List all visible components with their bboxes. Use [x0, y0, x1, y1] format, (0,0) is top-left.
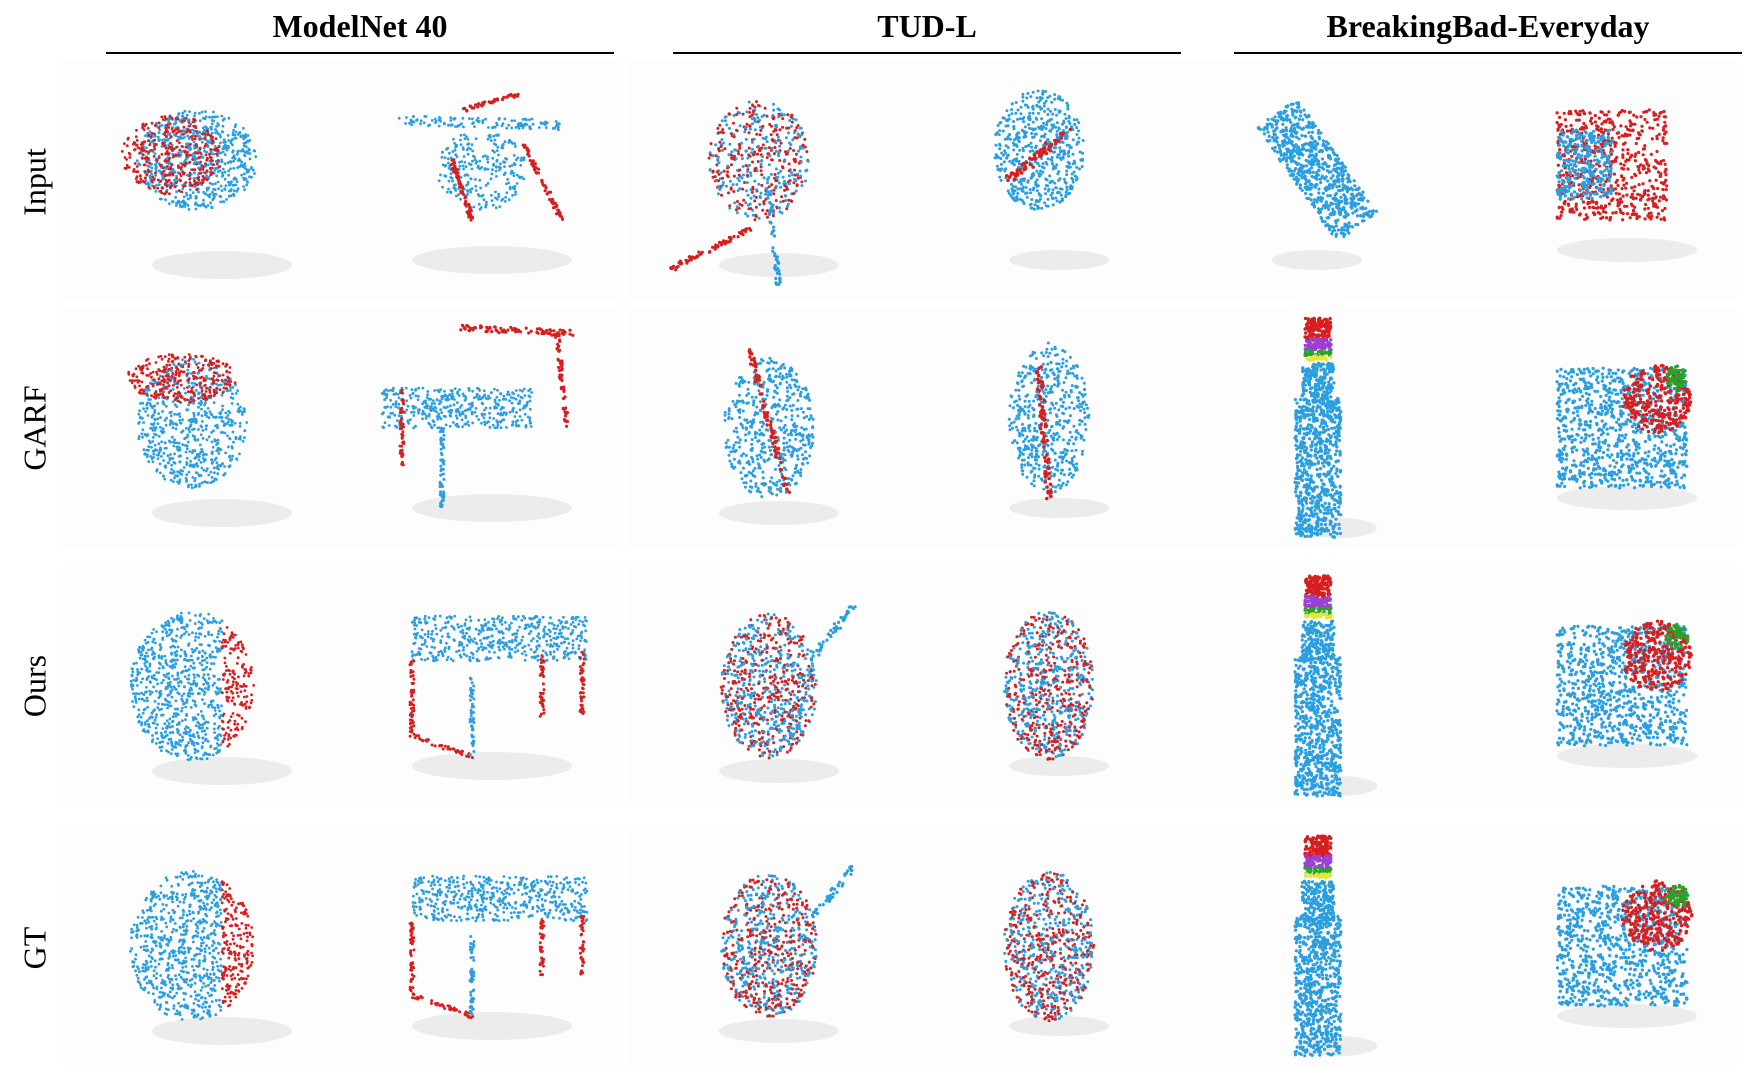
row-label-gt: GT [10, 828, 60, 1068]
watering-can-point-cloud [719, 348, 839, 525]
cell-input-2 [1177, 60, 1737, 300]
figurine-point-cloud [1007, 341, 1109, 518]
bottle-point-cloud [1293, 834, 1377, 1058]
row-label-input: Input [10, 62, 60, 302]
cell-gt-0 [62, 826, 622, 1066]
header-rule [673, 52, 1181, 54]
point-cloud-render [1293, 316, 1697, 539]
point-cloud-render [1293, 574, 1697, 798]
point-cloud-render [1293, 834, 1697, 1058]
row-label-garf: GARF [10, 308, 60, 548]
cell-ours-1 [629, 566, 1189, 806]
cell-ours-0 [62, 566, 622, 806]
cell-ours-2 [1177, 566, 1737, 806]
column-header-tudl: TUD-L [673, 0, 1181, 56]
cell-garf-2 [1177, 308, 1737, 548]
point-cloud-render [1256, 101, 1697, 270]
bowl-point-cloud [129, 611, 292, 785]
point-cloud-render [669, 89, 1109, 286]
bowl-point-cloud [129, 870, 292, 1045]
bowl-point-cloud [127, 353, 292, 527]
point-cloud-render [120, 92, 572, 279]
point-cloud-render [127, 323, 575, 527]
mug-point-cloud [1555, 364, 1697, 510]
point-cloud-grid [62, 60, 1747, 1066]
mug-point-cloud [1555, 879, 1697, 1028]
figurine-point-cloud [993, 89, 1109, 270]
bottle-point-cloud [1293, 574, 1377, 798]
watering-can-point-cloud [719, 864, 854, 1043]
bowl-point-cloud [120, 109, 292, 279]
watering-can-point-cloud [719, 605, 857, 783]
point-cloud-render [719, 864, 1109, 1043]
point-cloud-render [719, 341, 1109, 525]
table-point-cloud [397, 92, 572, 274]
cell-garf-1 [629, 308, 1189, 548]
table-point-cloud [408, 614, 588, 780]
mug-point-cloud [1555, 108, 1697, 262]
column-title: BreakingBad-Everyday [1234, 0, 1742, 52]
point-cloud-render [129, 611, 588, 785]
cell-input-0 [62, 60, 622, 300]
cell-gt-1 [629, 826, 1189, 1066]
bottle-point-cloud [1256, 101, 1378, 270]
mug-point-cloud [1555, 619, 1697, 768]
row-label-text: GARF [17, 385, 54, 470]
figurine-point-cloud [1003, 611, 1109, 776]
column-title: TUD-L [673, 0, 1181, 52]
figurine-point-cloud [1003, 870, 1109, 1036]
cell-gt-2 [1177, 826, 1737, 1066]
row-label-text: Ours [17, 655, 54, 717]
cell-input-1 [629, 60, 1189, 300]
header-rule [106, 52, 614, 54]
row-label-text: GT [17, 927, 54, 970]
header-rule [1234, 52, 1742, 54]
table-point-cloud [380, 323, 575, 522]
cell-garf-0 [62, 308, 622, 548]
column-header-breakingbad: BreakingBad-Everyday [1234, 0, 1742, 56]
row-label-ours: Ours [10, 566, 60, 806]
point-cloud-render [719, 605, 1109, 783]
watering-can-point-cloud [669, 100, 839, 286]
point-cloud-render [129, 870, 589, 1045]
row-label-text: Input [17, 148, 54, 216]
column-header-modelnet40: ModelNet 40 [106, 0, 614, 56]
bottle-point-cloud [1293, 316, 1377, 539]
column-title: ModelNet 40 [106, 0, 614, 52]
table-point-cloud [408, 874, 589, 1040]
